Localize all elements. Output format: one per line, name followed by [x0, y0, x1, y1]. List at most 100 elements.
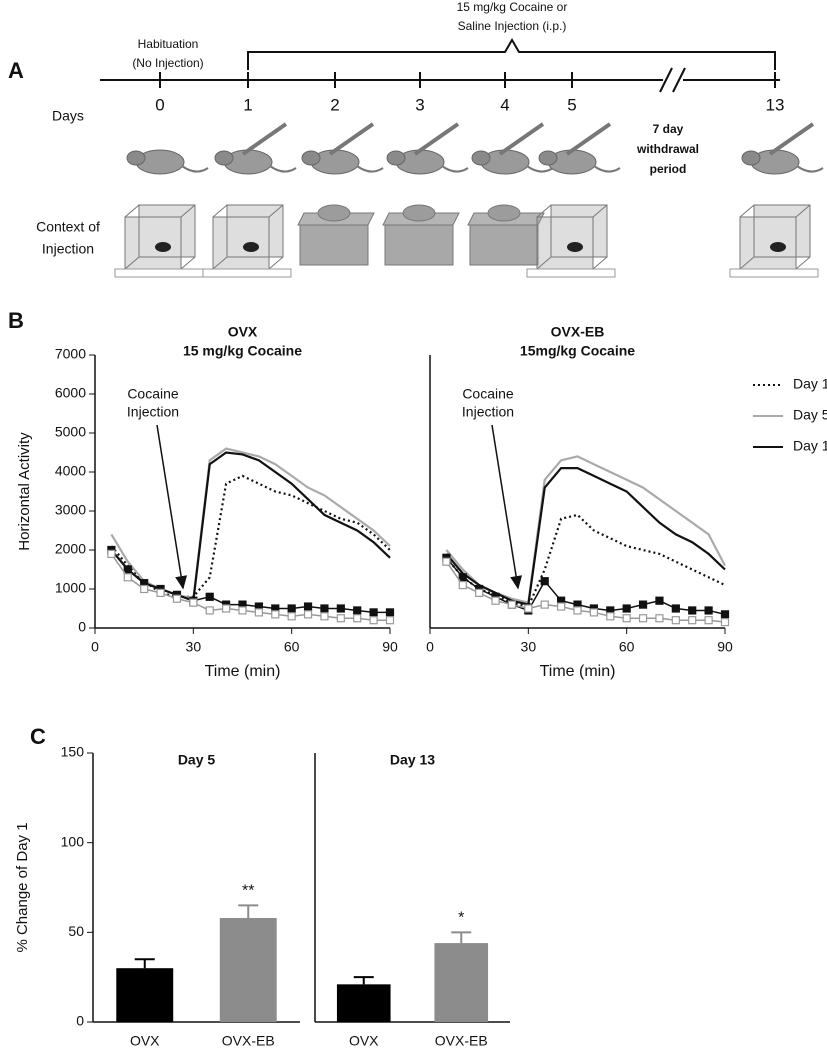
- box-icon: [469, 224, 539, 266]
- y-tick-label: 100: [61, 833, 85, 849]
- day-number: 4: [500, 95, 509, 114]
- series-marker: [123, 573, 132, 582]
- mouse-tail: [441, 165, 469, 173]
- annotation: Cocaine: [462, 386, 514, 402]
- y-tick-label: 50: [68, 923, 84, 939]
- series-marker: [303, 610, 313, 619]
- x-tick-label: OVX: [349, 1033, 379, 1049]
- legend-label: Day 1: [793, 376, 827, 392]
- mouse-tail: [269, 165, 297, 173]
- series-marker: [238, 606, 247, 615]
- bar: [336, 984, 391, 1022]
- series-marker: [671, 616, 680, 625]
- mouse-tail: [181, 165, 209, 173]
- habituation-text: (No Injection): [132, 56, 203, 70]
- mouse-icon: [402, 204, 436, 222]
- day-number: 3: [415, 95, 424, 114]
- series-marker: [688, 606, 697, 615]
- mouse-icon: [155, 242, 171, 252]
- y-tick-label: 2000: [55, 541, 86, 557]
- series-marker: [655, 614, 664, 623]
- bar: [116, 968, 174, 1022]
- series-marker: [172, 594, 182, 603]
- withdrawal-text: 7 day: [653, 122, 684, 136]
- y-tick-label: 0: [78, 619, 86, 635]
- significance: **: [242, 883, 254, 900]
- mouse-icon: [126, 150, 146, 166]
- series-line: [445, 455, 726, 605]
- mouse-icon: [386, 150, 406, 166]
- series-marker: [688, 616, 697, 625]
- series-marker: [222, 604, 231, 613]
- syringe-icon: [413, 122, 460, 156]
- series-marker: [385, 616, 395, 625]
- injection-text: Saline Injection (i.p.): [458, 19, 567, 33]
- day-number: 0: [155, 95, 164, 114]
- mouse-tail: [796, 165, 824, 173]
- bar: [434, 943, 489, 1022]
- y-tick-label: 3000: [55, 502, 86, 518]
- panel-label: B: [8, 308, 24, 333]
- box-icon: [384, 224, 454, 266]
- series-marker: [353, 614, 362, 623]
- x-tick-label: 90: [382, 639, 398, 655]
- series-marker: [205, 592, 214, 601]
- timeline-break: [659, 67, 673, 93]
- series-marker: [671, 604, 680, 613]
- y-tick-label: 5000: [55, 424, 86, 440]
- legend-label: Day 5: [793, 407, 827, 423]
- error-bar: [353, 976, 374, 985]
- mouse-tail: [356, 165, 384, 173]
- series-line: [445, 557, 726, 616]
- series-marker: [254, 608, 263, 617]
- mouse-icon: [741, 150, 761, 166]
- chart-title: Day 5: [178, 752, 216, 768]
- series-marker: [369, 616, 378, 625]
- habituation-text: Habituation: [138, 37, 199, 51]
- series-marker: [638, 600, 648, 609]
- bar: [219, 917, 277, 1022]
- series-marker: [507, 600, 517, 609]
- context-text: Injection: [42, 241, 94, 257]
- series-marker: [589, 608, 598, 617]
- annotation-arrow: [491, 424, 523, 590]
- series-marker: [606, 612, 615, 621]
- mouse-icon: [214, 150, 234, 166]
- y-tick-label: 6000: [55, 385, 86, 401]
- panel-label: C: [30, 724, 46, 749]
- injection-text: 15 mg/kg Cocaine or: [457, 0, 568, 14]
- series-marker: [458, 580, 467, 590]
- days-label: Days: [52, 108, 84, 124]
- series-line: [110, 451, 391, 603]
- chart-title: 15mg/kg Cocaine: [520, 343, 635, 359]
- series-marker: [123, 565, 132, 574]
- annotation: Injection: [127, 404, 179, 420]
- series-marker: [704, 616, 713, 625]
- legend-label: Day 13: [793, 438, 827, 454]
- mouse-tail: [526, 165, 554, 173]
- cage-base: [729, 268, 819, 278]
- mouse-icon: [770, 242, 786, 252]
- series-marker: [524, 604, 533, 613]
- series-marker: [540, 600, 549, 609]
- series-marker: [287, 612, 296, 621]
- series-marker: [638, 614, 648, 623]
- x-tick-label: 0: [426, 639, 434, 655]
- syringe-icon: [768, 122, 815, 156]
- series-marker: [704, 606, 713, 615]
- mouse-tail: [593, 165, 621, 173]
- cage-icon: [739, 204, 811, 270]
- annotation: Cocaine: [127, 386, 179, 402]
- cage-icon: [536, 204, 608, 270]
- cage-icon: [124, 204, 196, 270]
- series-line: [110, 447, 391, 601]
- series-marker: [369, 608, 378, 617]
- y-tick-label: 7000: [55, 346, 86, 362]
- cage-icon: [212, 204, 284, 270]
- y-axis-label: % Change of Day 1: [14, 822, 31, 952]
- series-marker: [442, 557, 451, 566]
- bracket: [247, 38, 776, 70]
- series-marker: [303, 602, 313, 611]
- series-marker: [385, 608, 395, 617]
- x-tick-label: OVX: [130, 1033, 160, 1049]
